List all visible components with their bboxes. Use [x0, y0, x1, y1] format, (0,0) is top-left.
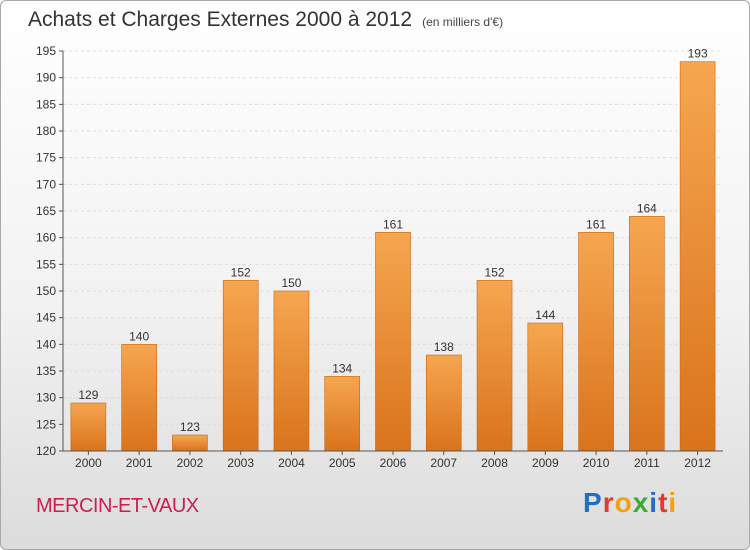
x-tick-label: 2002	[177, 456, 204, 470]
bar-value-label: 140	[129, 329, 149, 343]
logo-letter: i	[649, 487, 659, 518]
y-tick-label: 125	[36, 417, 56, 431]
y-tick-label: 175	[36, 151, 56, 165]
x-tick-label: 2005	[329, 456, 356, 470]
commune-name: MERCIN-ET-VAUX	[36, 495, 199, 517]
logo-letter: o	[614, 487, 633, 518]
y-tick-label: 140	[36, 337, 56, 351]
bar-value-label: 129	[78, 388, 98, 402]
x-tick-label: 2003	[227, 456, 254, 470]
x-tick-label: 2006	[380, 456, 407, 470]
bar	[425, 354, 462, 452]
chart-subtitle: (en milliers d'€)	[422, 15, 504, 29]
bar-value-label: 144	[535, 308, 555, 322]
bar-value-label: 134	[332, 361, 352, 375]
bar-value-label: 193	[688, 47, 708, 61]
x-tick-label: 2007	[430, 456, 457, 470]
bar-value-label: 152	[231, 265, 251, 279]
bar	[121, 344, 157, 452]
bar-value-label: 164	[637, 201, 657, 215]
y-tick-label: 120	[36, 444, 56, 458]
logo-letter: t	[658, 487, 669, 518]
bar	[375, 232, 411, 452]
x-tick-label: 2008	[481, 456, 508, 470]
y-tick-label: 135	[36, 364, 56, 378]
bar	[273, 290, 310, 452]
bar-value-label: 152	[485, 265, 505, 279]
chart-title: Achats et Charges Externes 2000 à 2012 (e…	[28, 8, 503, 32]
bar	[578, 232, 614, 452]
x-tick-label: 2004	[278, 456, 305, 470]
chart-title-text: Achats et Charges Externes 2000 à 2012	[28, 8, 413, 31]
proxiti-logo: Proxiti	[583, 487, 677, 519]
y-tick-label: 130	[36, 391, 56, 405]
x-tick-label: 2011	[634, 456, 660, 470]
bar-value-label: 161	[383, 217, 403, 231]
y-tick-label: 190	[36, 71, 56, 85]
y-tick-label: 150	[36, 284, 56, 298]
x-tick-label: 2010	[583, 456, 610, 470]
bar	[222, 280, 259, 452]
logo-letter: P	[583, 487, 603, 518]
y-tick-label: 180	[36, 124, 56, 138]
logo-letter: r	[602, 487, 615, 518]
bar	[629, 216, 665, 452]
bar	[172, 434, 208, 452]
bar	[679, 61, 716, 452]
x-tick-label: 2001	[126, 456, 153, 470]
x-tick-label: 2012	[684, 456, 711, 470]
bar	[70, 402, 107, 452]
y-tick-label: 195	[36, 44, 56, 58]
bar-value-label: 138	[434, 340, 454, 354]
x-tick-label: 2000	[75, 456, 102, 470]
y-tick-label: 160	[36, 231, 56, 245]
y-tick-label: 155	[36, 257, 56, 271]
bar-value-label: 161	[586, 217, 606, 231]
logo-letter: i	[668, 487, 678, 518]
bar	[476, 280, 513, 452]
y-tick-label: 145	[36, 311, 56, 325]
y-tick-label: 170	[36, 177, 56, 191]
x-tick-label: 2009	[532, 456, 559, 470]
bar	[324, 376, 361, 452]
y-tick-label: 185	[36, 97, 56, 111]
bar-value-label: 123	[180, 420, 200, 434]
y-tick-label: 165	[36, 204, 56, 218]
logo-letter: x	[632, 487, 650, 518]
bar-value-label: 150	[281, 276, 301, 290]
bar	[527, 322, 564, 452]
